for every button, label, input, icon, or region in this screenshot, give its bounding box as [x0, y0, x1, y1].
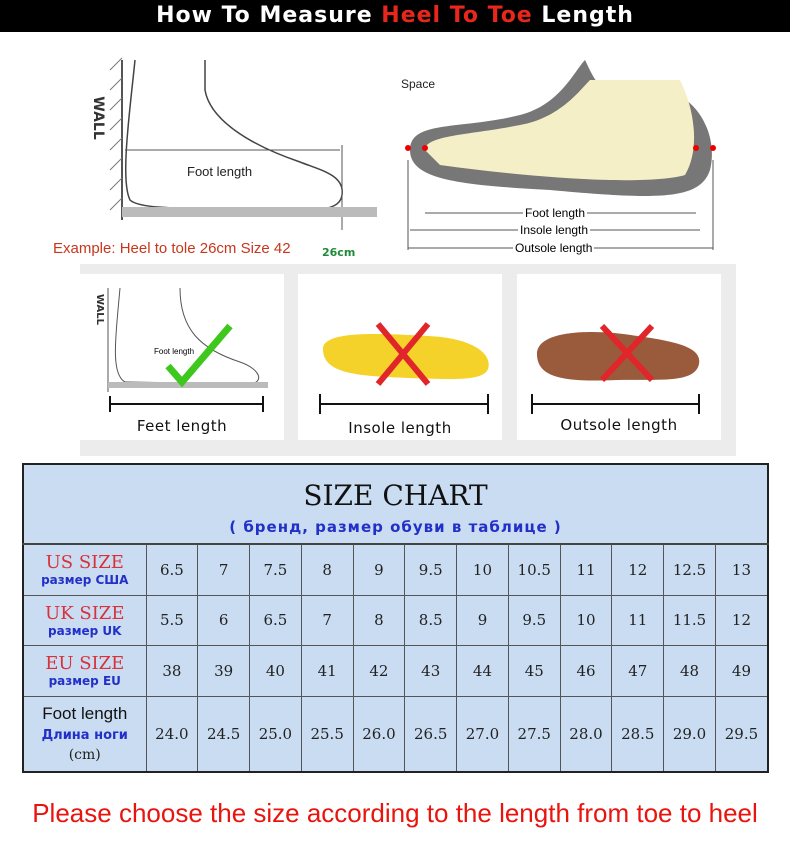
size-row: UK SIZE размер UK 5.5 6 6.5 7 8 8.5 9 9.5 10 11 11.5…: [22, 594, 769, 646]
size-cell: 6.5: [249, 594, 302, 646]
space-label: Space: [401, 77, 436, 91]
shoe-foot-length-label: Foot length: [523, 206, 588, 220]
row-label-unit: (cm): [68, 747, 101, 764]
row-label-sub: размер EU: [48, 674, 121, 688]
row-label: Foot length Длина ноги (cm): [22, 695, 147, 773]
size-cell: 7: [197, 543, 251, 596]
size-cell: 13: [714, 543, 769, 596]
size-cell: 12: [714, 594, 769, 646]
panel-feet-length: Foot length WALL Feet length: [80, 274, 284, 440]
size-cell: 47: [611, 644, 665, 697]
size-cell: 7: [300, 594, 354, 646]
row-label-sub: размер UK: [48, 623, 122, 638]
size-cell: 43: [404, 644, 458, 697]
size-cell: 9: [456, 594, 509, 646]
size-cell: 25.0: [249, 695, 302, 773]
size-cell: 42: [352, 644, 406, 697]
size-cell: 48: [663, 644, 716, 697]
row-label: EU SIZE размер EU: [22, 644, 147, 697]
panel-wall-label: WALL: [94, 293, 106, 326]
size-cell: 39: [197, 644, 251, 697]
size-cell: 28.5: [611, 695, 665, 773]
size-cell: 12: [611, 543, 665, 596]
size-cell: 10: [559, 594, 613, 646]
footer-note: Please choose the size according to the …: [32, 798, 758, 828]
size-cell: 8.5: [404, 594, 458, 646]
size-row: EU SIZE размер EU 38 39 40 41 42 43 44 45 46 47 48 49: [22, 644, 769, 697]
row-label-main: UK SIZE: [45, 602, 125, 624]
size-cell: 41: [300, 644, 354, 697]
row-label-sub: Длина ноги: [41, 728, 128, 744]
row-label-sub: размер США: [41, 573, 129, 588]
insole-length-label: Insole length: [518, 223, 591, 237]
row-label: UK SIZE размер UK: [22, 594, 147, 646]
size-chart-title: SIZE CHART: [303, 478, 488, 512]
foot-length-label: Foot length: [187, 164, 253, 179]
size-cell: 29.0: [663, 695, 716, 773]
size-cell: 46: [559, 644, 613, 697]
panel-label: Feet length: [136, 417, 228, 435]
size-cell: 24.0: [145, 695, 199, 773]
page-title: How To Measure Heel To Toe Length: [0, 0, 790, 32]
size-cell: 45: [507, 644, 561, 697]
size-cell: 29.5: [714, 695, 769, 773]
size-cell: 44: [456, 644, 509, 697]
row-label-main: Foot length: [42, 704, 128, 724]
size-cell: 6: [197, 594, 251, 646]
size-cell: 40: [249, 644, 302, 697]
foot-measure-diagram: [109, 57, 377, 230]
row-label: US SIZE размер США: [22, 543, 147, 596]
row-label-main: EU SIZE: [45, 653, 125, 674]
size-cell: 7.5: [249, 543, 302, 596]
size-chart-subtitle: ( бренд, размер обуви в таблице ): [229, 517, 562, 536]
wall-label: WALL: [89, 96, 106, 140]
measure-mark: 26cm: [322, 246, 356, 259]
size-cell: 27.0: [456, 695, 509, 773]
size-cell: 9: [352, 543, 406, 596]
size-cell: 49: [714, 644, 769, 697]
size-cell: 11.5: [663, 594, 716, 646]
example-text: Example: Heel to tole 26cm Size 42: [53, 240, 291, 257]
row-label-main: US SIZE: [45, 552, 124, 574]
panel-label: Outsole length: [560, 416, 678, 434]
size-cell: 5.5: [145, 594, 199, 646]
size-cell: 27.5: [507, 695, 561, 773]
size-cell: 26.0: [352, 695, 406, 773]
panel-outsole-length: Outsole length: [517, 274, 721, 440]
size-chart-header: SIZE CHART ( бренд, размер обуви в табли…: [22, 463, 769, 545]
size-cell: 24.5: [197, 695, 251, 773]
size-row: US SIZE размер США 6.5 7 7.5 8 9 9.5 10 10.5 11 12 1…: [22, 543, 769, 596]
size-cell: 9.5: [404, 543, 458, 596]
panel-inner-label: Foot length: [154, 347, 195, 356]
size-cell: 11: [559, 543, 613, 596]
size-cell: 12.5: [663, 543, 716, 596]
size-cell: 11: [611, 594, 665, 646]
outsole-length-label: Outsole length: [513, 241, 595, 255]
size-cell: 8: [300, 543, 354, 596]
panel-insole-length: Insole length: [298, 274, 502, 440]
size-cell: 9.5: [507, 594, 561, 646]
panel-label: Insole length: [348, 419, 452, 437]
size-cell: 28.0: [559, 695, 613, 773]
size-cell: 10.5: [507, 543, 561, 596]
size-cell: 6.5: [145, 543, 199, 596]
size-chart-table: SIZE CHART ( бренд, размер обуви в табли…: [22, 463, 769, 773]
size-cell: 26.5: [404, 695, 458, 773]
size-cell: 8: [352, 594, 406, 646]
size-cell: 10: [456, 543, 509, 596]
size-cell: 38: [145, 644, 199, 697]
size-row: Foot length Длина ноги (cm) 24.0 24.5 25.0 25.…: [22, 695, 769, 773]
size-cell: 25.5: [300, 695, 354, 773]
